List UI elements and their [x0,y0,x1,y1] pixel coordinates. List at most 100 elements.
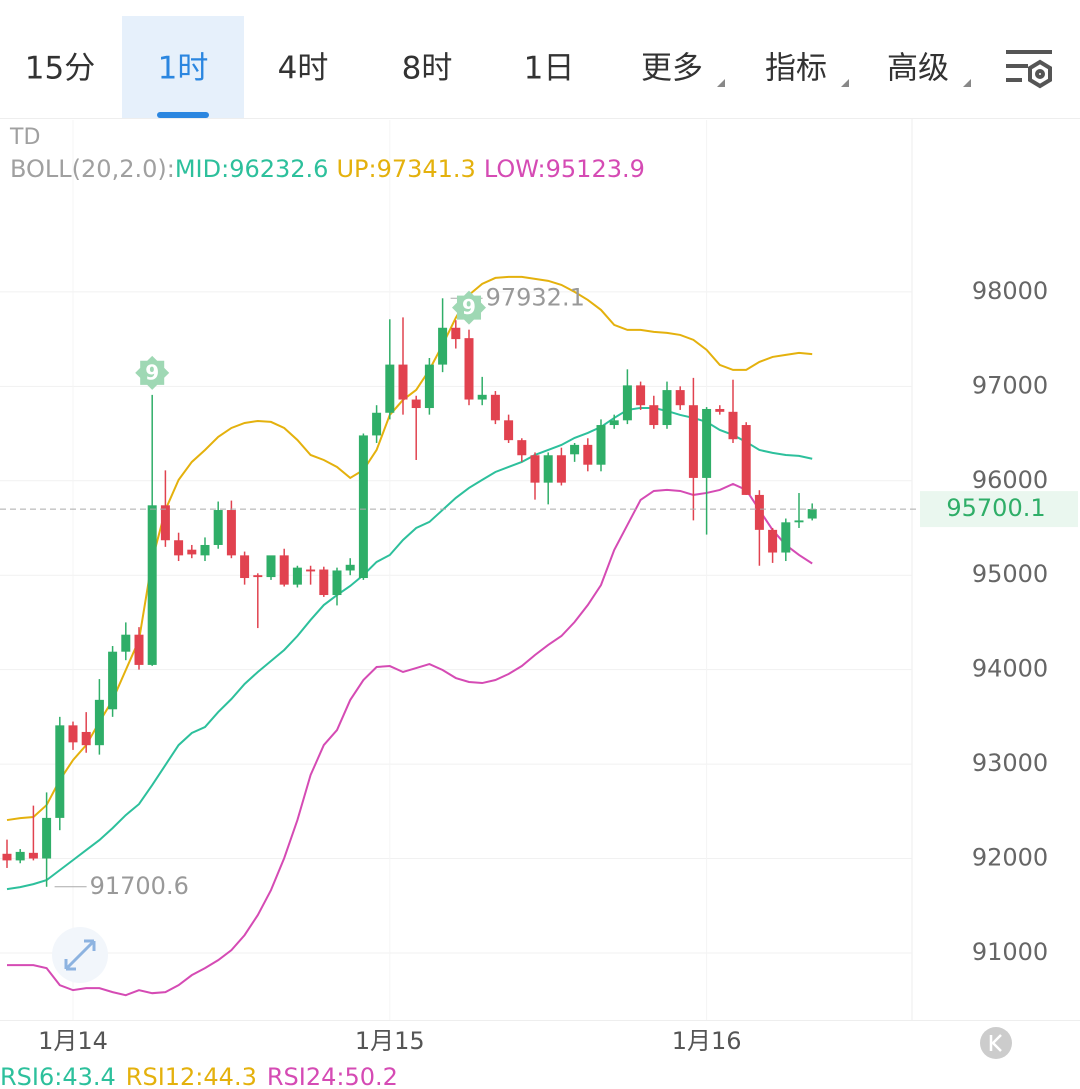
boll-line [6,275,813,822]
y-tick-label: 92000 [972,844,1048,872]
candle-body [108,651,118,710]
candle-body [292,567,302,585]
candle-body [596,425,606,465]
x-tick-label: 1月16 [672,1027,742,1055]
candle-body [147,505,157,665]
candle-body [81,731,91,746]
dropdown-arrow [963,79,971,87]
tab[interactable]: 1日 [524,51,575,87]
candle-body [570,444,580,455]
candle-body [609,420,619,426]
candle-body [464,338,474,400]
tab[interactable]: 4时 [278,51,329,87]
candle-body [319,569,329,596]
candle-body [715,408,725,412]
tab-indicator [157,112,209,118]
legend-title: BOLL(20,2.0): [10,155,175,183]
tab[interactable]: 15分 [25,51,95,87]
tab-label: 4时 [278,51,329,87]
candle-body [451,327,461,340]
candle-body [279,555,289,585]
candle-body [490,394,500,421]
legend-value: 97341.3 [377,155,476,183]
tab-label: 更多 [641,51,703,87]
candle-body [794,520,804,523]
tab-label: 高级 [887,51,949,87]
zoom-button[interactable] [52,927,108,983]
candle-body [42,817,52,859]
td-marker-label: 9 [145,360,159,384]
candle-body [530,455,540,483]
candle-body [345,564,355,571]
candle-body [240,555,250,579]
candle-body [768,529,778,553]
candle-body [675,390,685,406]
tab[interactable]: 更多 [641,51,725,88]
candle-body [266,555,276,578]
candle-body [688,405,698,478]
rsi-name: RSI6: [0,1063,62,1089]
candle-body [807,509,817,519]
candle-body [385,364,395,413]
tab-label: 8时 [402,51,453,87]
y-tick-label: 97000 [972,371,1048,399]
candle-body [583,444,593,465]
tab[interactable]: 1时 [122,16,244,118]
rsi-name: RSI24: [267,1063,345,1089]
candle-body [424,364,434,409]
candle-body [517,440,527,456]
candle-body [174,540,184,556]
tab-label: 指标 [765,51,827,87]
candle-body [160,505,170,541]
candle-body [187,549,197,555]
candle-body [94,699,104,746]
legend-name: LOW: [484,155,546,183]
settings-icon[interactable] [1006,50,1052,89]
candle-body [477,394,487,400]
candle-body [438,327,448,365]
last-price-box [920,491,1078,528]
candle-body [636,385,646,406]
legend-name: UP: [336,155,376,183]
y-tick-label: 96000 [972,466,1048,494]
td-marker [135,355,170,390]
rsi-value: 44.3 [203,1063,256,1089]
tab-label: 15分 [25,51,95,87]
candle-body [68,725,78,743]
candle-body [662,390,672,426]
tab[interactable]: 8时 [402,51,453,87]
candle-body [741,425,751,495]
candle-body [398,364,408,400]
y-tick-label: 91000 [972,938,1048,966]
candle-body [556,455,566,483]
candle-body [702,408,712,478]
candle-body [358,435,368,579]
td-marker-label: 9 [462,295,476,319]
y-tick-label: 94000 [972,655,1048,683]
candle-body [213,510,223,545]
candle-body [411,399,421,409]
tab[interactable]: 高级 [887,51,971,88]
extreme-label: 91700.6 [90,872,189,900]
tab[interactable]: 指标 [765,51,849,88]
candle-body [504,420,514,441]
candle-body [649,405,659,426]
legend-name: MID: [175,155,229,183]
tab-highlight [122,16,244,118]
indicator-name: TD [9,125,40,150]
rsi-name: RSI12: [126,1063,204,1089]
legend-value: 95123.9 [546,155,645,183]
candle-body [332,570,342,596]
extreme-label: 97932.1 [486,283,585,311]
scroll-latest-button[interactable] [980,1027,1012,1059]
last-price-label: 95700.1 [946,494,1045,522]
y-tick-label: 95000 [972,560,1048,588]
candle-body [121,634,131,652]
candle-body [2,853,12,861]
candle-body [622,385,632,421]
candle-body [55,725,65,818]
boll-line [7,482,813,997]
candle-body [28,852,38,859]
candle-body [200,544,210,556]
